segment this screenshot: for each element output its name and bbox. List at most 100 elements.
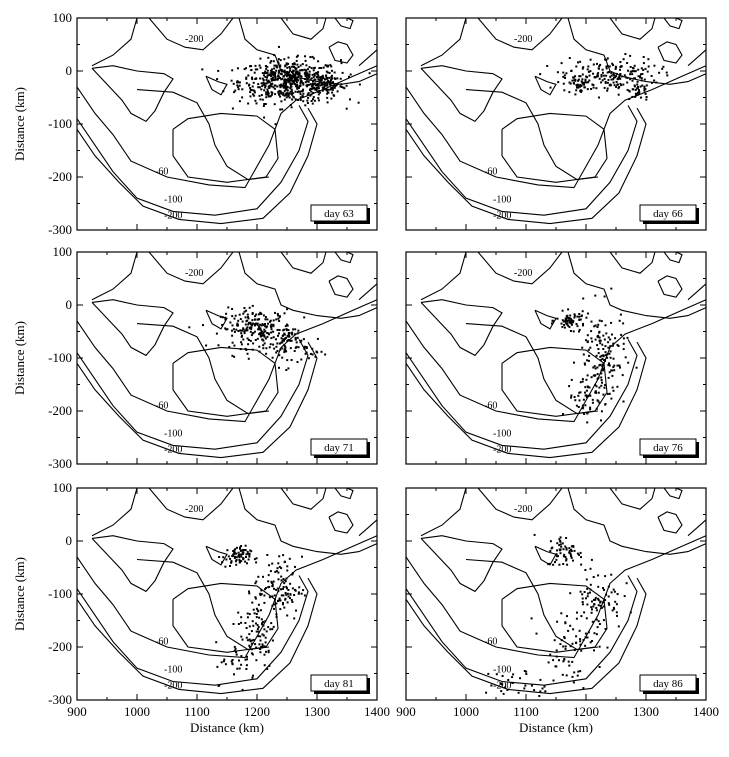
data-point [272,330,275,333]
data-point [312,96,315,99]
data-point [653,79,656,82]
data-point [569,82,572,85]
data-point [523,687,526,690]
data-point [563,320,566,323]
data-point [562,660,565,663]
data-point [281,77,284,80]
data-point [258,328,261,331]
data-point [240,621,243,624]
data-point [282,594,285,597]
contour-line [328,275,354,298]
data-point [270,331,273,334]
data-point [265,650,267,653]
data-point [561,319,564,322]
panel-4: -200-60-100-200 day 76 [405,251,707,465]
data-point [599,342,602,345]
data-point [319,91,322,94]
data-point [616,343,619,346]
data-point [263,628,266,631]
data-point [236,322,239,325]
data-point [320,82,323,85]
data-point [598,319,601,322]
data-point [579,83,582,86]
data-point [248,592,251,595]
data-point [286,614,289,617]
data-point [329,83,331,86]
data-point [587,395,589,398]
data-point [568,664,571,667]
data-point [285,96,288,99]
y-tick-label: -200 [48,169,72,184]
data-point [261,72,264,75]
data-point [263,335,266,338]
data-point [577,61,579,64]
data-point [329,64,332,67]
data-point [616,364,619,367]
data-point [291,601,294,603]
data-point [264,323,266,325]
data-point [274,598,276,601]
data-point [289,593,292,596]
data-point [306,68,309,71]
data-point [291,98,294,101]
y-tick-label: -300 [48,692,72,707]
data-point [270,84,273,87]
data-point [273,347,276,350]
data-point [272,343,275,346]
data-point [224,663,227,666]
data-point [291,72,294,75]
data-point [572,559,574,562]
data-point [643,78,646,81]
data-point [272,319,275,322]
data-point [343,87,346,90]
data-point [237,81,240,84]
contour-line [405,575,638,686]
data-point [321,75,324,78]
data-point [294,77,296,80]
data-point [603,338,606,341]
data-point [254,596,257,599]
data-point [255,77,258,80]
data-point [296,87,299,90]
data-point [597,376,600,379]
data-point [252,93,254,96]
data-point [315,71,318,74]
data-point [247,323,250,326]
contour-label: -100 [493,664,511,675]
data-point [593,374,596,377]
data-point [640,67,643,70]
contour-label: -200 [514,268,532,279]
data-point [312,57,315,60]
data-point [600,384,603,387]
data-point [289,339,292,342]
data-point [244,658,247,661]
data-point [284,580,287,583]
data-point [294,98,297,101]
data-point [592,63,595,66]
data-point [296,72,299,75]
data-point [615,611,618,614]
data-point [565,323,568,326]
data-point [588,79,591,82]
data-point [595,633,598,636]
contour-label: -200 [164,680,182,691]
data-point [595,407,598,410]
data-point [306,93,309,96]
data-point [569,314,572,317]
data-point [277,590,280,593]
data-point [271,82,274,85]
data-point [221,561,224,564]
data-point [230,561,233,564]
contour-line [405,341,647,459]
data-point [283,69,286,72]
data-point [305,69,307,72]
data-point [257,626,260,629]
data-point [285,577,288,580]
data-point [581,378,584,381]
contour-line [663,251,683,264]
data-point [589,583,592,586]
data-point [305,84,308,87]
data-point [305,80,308,83]
data-point [294,588,296,591]
